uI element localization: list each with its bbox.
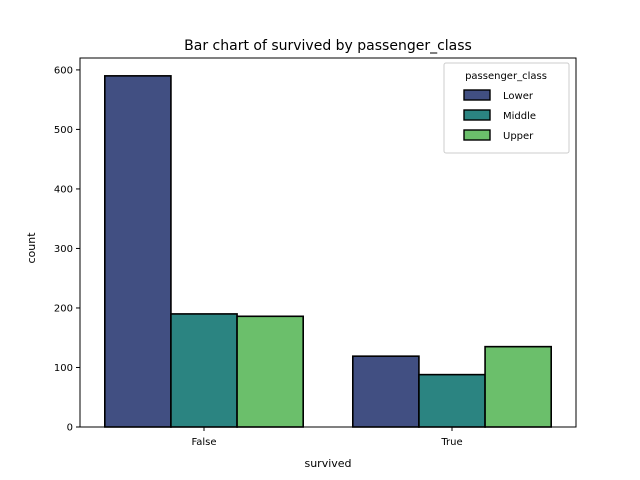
x-tick-label: True bbox=[440, 437, 462, 448]
chart-title: Bar chart of survived by passenger_class bbox=[184, 38, 472, 54]
x-tick-label: False bbox=[191, 437, 216, 448]
bar-middle-true bbox=[418, 373, 486, 428]
legend-swatch-middle bbox=[463, 109, 491, 121]
axes-frame bbox=[79, 57, 577, 428]
bar-middle-false bbox=[170, 313, 238, 428]
y-tick-label: 0 bbox=[67, 423, 73, 434]
y-tick-label: 300 bbox=[54, 244, 73, 255]
x-axis-label: survived bbox=[304, 457, 351, 470]
plot-area: False True 0 100 200 300 400 500 600 bbox=[54, 57, 577, 448]
legend-swatch-upper bbox=[463, 129, 491, 141]
legend-label-middle: Middle bbox=[503, 111, 536, 122]
legend-swatch-lower bbox=[463, 89, 491, 101]
bar-lower-true bbox=[351, 355, 420, 428]
y-tick-label: 600 bbox=[54, 65, 73, 76]
y-tick-label: 200 bbox=[54, 303, 73, 314]
legend-label-upper: Upper bbox=[503, 131, 534, 142]
bar-lower-false bbox=[104, 75, 172, 428]
legend-label-lower: Lower bbox=[503, 91, 534, 102]
bar-upper-false bbox=[236, 315, 304, 428]
y-tick-label: 100 bbox=[54, 363, 73, 374]
y-tick-label: 400 bbox=[54, 184, 73, 195]
legend: passenger_class Lower Middle Upper bbox=[443, 62, 570, 154]
y-tick-label: 500 bbox=[54, 125, 73, 136]
legend-title: passenger_class bbox=[465, 71, 547, 82]
y-axis-label: count bbox=[25, 232, 38, 264]
bar-upper-true bbox=[484, 345, 553, 428]
